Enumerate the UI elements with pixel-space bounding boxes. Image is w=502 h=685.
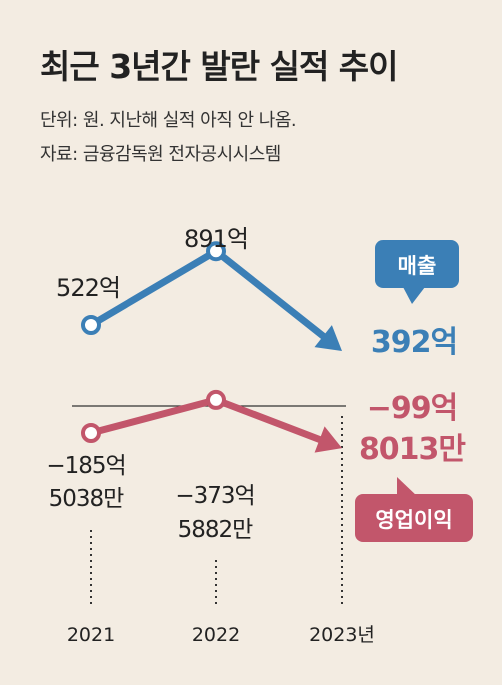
revenue-point-0 [81, 315, 101, 335]
revenue-label-2021: 522억 [56, 274, 120, 302]
op-label-2021-b: 5038만 [49, 486, 125, 512]
operating-profit-point-1 [206, 389, 226, 410]
chart-title: 최근 3년간 발란 실적 추이 [40, 47, 399, 86]
legend-operating-profit: 영업이익 [375, 508, 452, 532]
x-tick-label-0: 2021 [67, 624, 115, 646]
revenue-tag-pointer [403, 287, 425, 304]
x-tick-label-2: 2023년 [309, 624, 375, 646]
op-tag-box [355, 494, 473, 542]
unit-note: 단위: 원. 지난해 실적 아직 안 나옴. [40, 110, 297, 131]
revenue-arrowhead [314, 325, 342, 351]
op-label-2023-b: 8013만 [359, 432, 466, 467]
operating-profit-point-0 [81, 422, 101, 443]
op-label-2023-a: −99억 [367, 391, 458, 426]
legend-revenue: 매출 [398, 254, 437, 278]
revenue-line [87, 247, 327, 340]
revenue-label-2022: 891억 [184, 225, 248, 253]
x-tick-label-1: 2022 [192, 624, 240, 646]
revenue-label-2023: 392억 [371, 325, 457, 360]
revenue-tag-box [375, 240, 459, 288]
op-label-2022-b: 5882만 [178, 517, 254, 543]
op-label-2022-a: −373억 [175, 483, 254, 509]
source-note: 자료: 금융감독원 전자공시시스템 [40, 144, 281, 165]
op-label-2021-a: −185억 [46, 453, 125, 479]
revenue-point-1 [206, 241, 226, 262]
operating-profit-arrowhead [314, 426, 342, 453]
op-tag-pointer [397, 477, 418, 497]
